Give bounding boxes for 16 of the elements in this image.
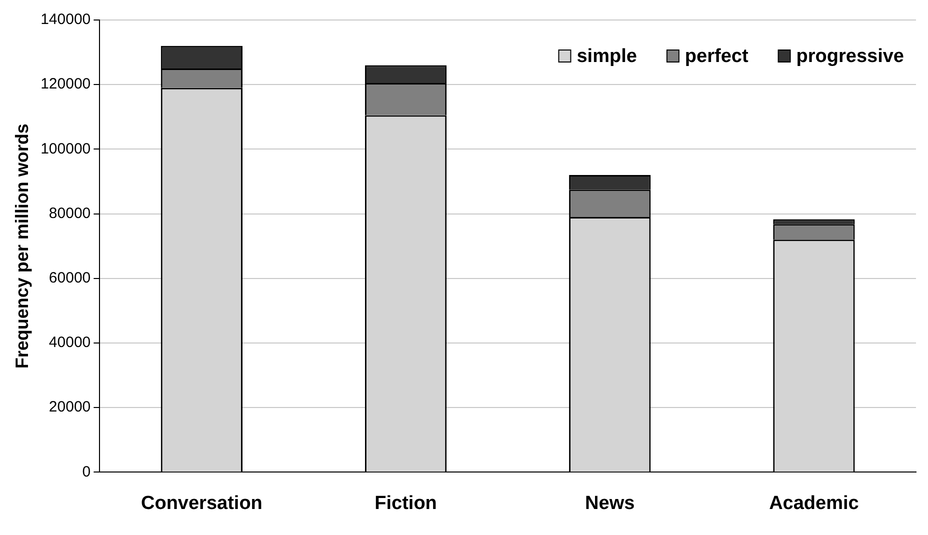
y-tick-label: 60000 — [48, 270, 91, 287]
y-tick-label: 20000 — [48, 398, 91, 416]
legend-label: perfect — [684, 46, 749, 68]
y-tick-label: 100000 — [40, 140, 91, 158]
x-tick-label: Academic — [769, 492, 860, 514]
x-tick-label: News — [585, 492, 635, 514]
legend-label: progressive — [796, 46, 904, 68]
legend-label: simple — [576, 46, 637, 68]
y-tick-label: 120000 — [40, 76, 91, 93]
x-tick-label: Fiction — [374, 492, 437, 514]
y-tick-label: 80000 — [48, 204, 91, 222]
y-axis-title: Frequency per million words — [12, 124, 32, 369]
y-tick-label: 140000 — [40, 11, 91, 28]
y-tick-label: 40000 — [48, 334, 91, 352]
y-tick-label: 0 — [82, 463, 91, 480]
x-tick-label: Conversation — [140, 492, 262, 514]
